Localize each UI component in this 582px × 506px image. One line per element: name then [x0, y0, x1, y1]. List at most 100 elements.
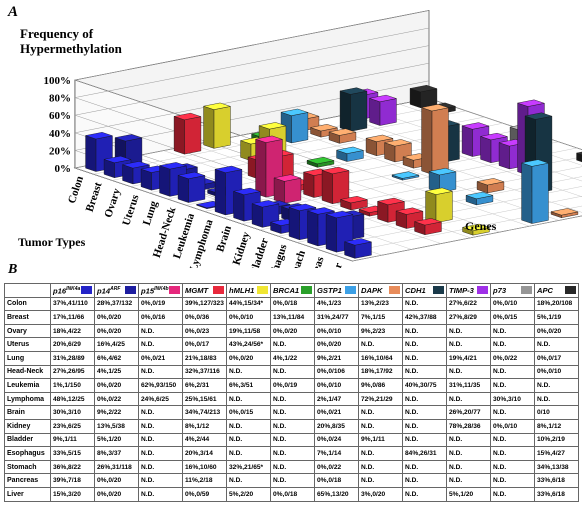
- column-header-label: p73: [493, 285, 507, 295]
- table-cell: N.D.: [402, 405, 447, 420]
- table-row: Lymphoma 48%,12/25 0%,0/22 24%,6/25 25%,15/6…: [4, 391, 579, 407]
- column-header-APC: APC: [534, 283, 579, 298]
- table-cell: 6%,3/51: [226, 378, 271, 393]
- table-cell: 16%,10/64: [358, 350, 403, 366]
- table-cell: 40%,30/75: [402, 378, 447, 393]
- gridline: [74, 27, 430, 98]
- bar-GSTP1-Lung: [335, 146, 365, 162]
- column-header-label: BRCA1: [273, 285, 300, 295]
- table-cell: 0%,0/10: [314, 323, 359, 339]
- table-cell: N.D.: [490, 323, 535, 339]
- table-cell: 26%,31/118: [94, 459, 139, 475]
- table-row: Head-Neck 27%,26/95 4%,1/25 N.D. 32%,37/116 N…: [4, 364, 579, 380]
- column-header-TIMP-3: TIMP-3: [446, 283, 491, 298]
- table-cell: 84%,26/31: [402, 446, 447, 461]
- column-header-label: TIMP-3: [449, 285, 474, 295]
- bar-DAPK-Liver: [550, 208, 579, 219]
- table-cell: 0%,0/20: [94, 473, 139, 488]
- table-cell: 31%,11/35: [446, 378, 491, 393]
- table-cell: N.D.: [270, 418, 315, 434]
- table-cell: 10%,2/19: [534, 432, 579, 448]
- table-cell: 27%,8/29: [446, 310, 491, 325]
- table-cell: 26%,20/77: [446, 405, 491, 420]
- table-cell: 0%,0/20: [314, 337, 359, 352]
- table-cell: 44%,15/34*: [226, 296, 271, 312]
- row-label: Leukemia: [4, 378, 51, 393]
- gridline: [74, 45, 430, 116]
- table-cell: 7%,1/14: [314, 446, 359, 461]
- legend-swatch: [213, 286, 224, 294]
- bar-MGMT-Pancreas: [413, 218, 443, 236]
- table-cell: 32%,21/65*: [226, 459, 271, 475]
- table-cell: N.D.: [446, 364, 491, 380]
- table-cell: 9%,2/22: [94, 405, 139, 420]
- category-label: Liver: [326, 261, 345, 268]
- category-label: Brain: [214, 224, 234, 253]
- table-cell: N.D.: [358, 337, 403, 352]
- table-cell: 33%,6/18: [534, 486, 579, 502]
- table-cell: 0%,0/21: [314, 405, 359, 420]
- table-row: Bladder 9%,1/11 5%,1/20 N.D. 4%,2/44 N.D. N.D.…: [4, 432, 579, 448]
- panel-a: A Frequency of Hypermethylation 0% 20% 40% 6…: [7, 4, 582, 299]
- table-cell: N.D.: [446, 337, 491, 352]
- table-cell: 0%,0/24: [314, 432, 359, 448]
- table-row: Colon 37%,41/110 28%,37/132 0%,0/19 39%,127/…: [4, 296, 579, 312]
- row-label: Lung: [4, 350, 51, 366]
- table-cell: N.D.: [490, 486, 535, 502]
- table-cell: 0%,0/19: [138, 296, 183, 312]
- column-header-DAPK: DAPK: [358, 283, 403, 298]
- table-cell: 0%,0/10: [314, 378, 359, 393]
- table-cell: N.D.: [490, 378, 535, 393]
- table-cell: 16%,4/25: [94, 337, 139, 352]
- table-cell: N.D.: [490, 364, 535, 380]
- table-cell: 34%,13/38: [534, 459, 579, 475]
- chart-title: Frequency of Hypermethylation: [20, 26, 123, 56]
- bar-p15INK4b-Lymphoma: [273, 174, 302, 204]
- table-cell: 20%,8/35: [314, 418, 359, 434]
- row-label: Esophagus: [4, 446, 51, 461]
- table-cell: 18%,17/92: [358, 364, 403, 380]
- table-cell: 0%,0/22: [314, 459, 359, 475]
- table-cell: 15%,3/20: [50, 486, 95, 502]
- table-cell: 0%,0/10: [226, 310, 271, 325]
- column-header-label: GSTP1: [317, 285, 342, 295]
- bar-GSTP1-Liver: [520, 159, 550, 224]
- table-cell: 5%,1/20: [446, 486, 491, 502]
- table-cell: 0/10: [534, 405, 579, 420]
- table-cell: N.D.: [358, 473, 403, 488]
- bar-GSTP1-Esophagus: [465, 191, 494, 206]
- table-cell: 42%,37/88: [402, 310, 447, 325]
- table-cell: 37%,41/110: [50, 296, 95, 312]
- table-cell: N.D.: [534, 378, 579, 393]
- table-cell: N.D.: [402, 486, 447, 502]
- table-cell: 20%,6/29: [50, 337, 95, 352]
- table-cell: N.D.: [490, 446, 535, 461]
- methylation-table: p16INK4a p14ARF p15INK4b MGMT hMLH1 BRCA1 GSTP…: [4, 283, 579, 502]
- floor-gridline: [163, 150, 442, 244]
- table-cell: N.D.: [402, 350, 447, 366]
- table-cell: N.D.: [402, 473, 447, 488]
- table-cell: N.D.: [138, 418, 183, 434]
- y-tick-label: 20%: [49, 145, 71, 157]
- table-cell: N.D.: [446, 432, 491, 448]
- floor-gridline: [74, 167, 353, 262]
- table-cell: 39%,127/323: [182, 296, 227, 312]
- column-header-label: APC: [537, 285, 554, 295]
- table-cell: N.D.: [446, 391, 491, 407]
- column-header-GSTP1: GSTP1: [314, 283, 359, 298]
- table-cell: N.D.: [534, 337, 579, 352]
- bar-hMLH1-Colon: [202, 102, 232, 149]
- category-label: Colon: [66, 175, 86, 205]
- y-tick-label: 80%: [49, 93, 71, 105]
- column-header-label: p16: [53, 286, 67, 296]
- bar-hMLH1-Liver: [461, 223, 491, 236]
- table-cell: N.D.: [402, 364, 447, 380]
- table-cell: 4%,1/23: [314, 296, 359, 312]
- table-cell: N.D.: [358, 418, 403, 434]
- table-cell: 0%,0/36: [182, 310, 227, 325]
- table-body: Colon 37%,41/110 28%,37/132 0%,0/19 39%,127/…: [4, 296, 579, 502]
- table-cell: 8%,1/12: [534, 418, 579, 434]
- table-cell: 0%,0/18: [270, 486, 315, 502]
- table-cell: 21%,18/83: [182, 350, 227, 366]
- column-header-label: p15: [141, 286, 155, 296]
